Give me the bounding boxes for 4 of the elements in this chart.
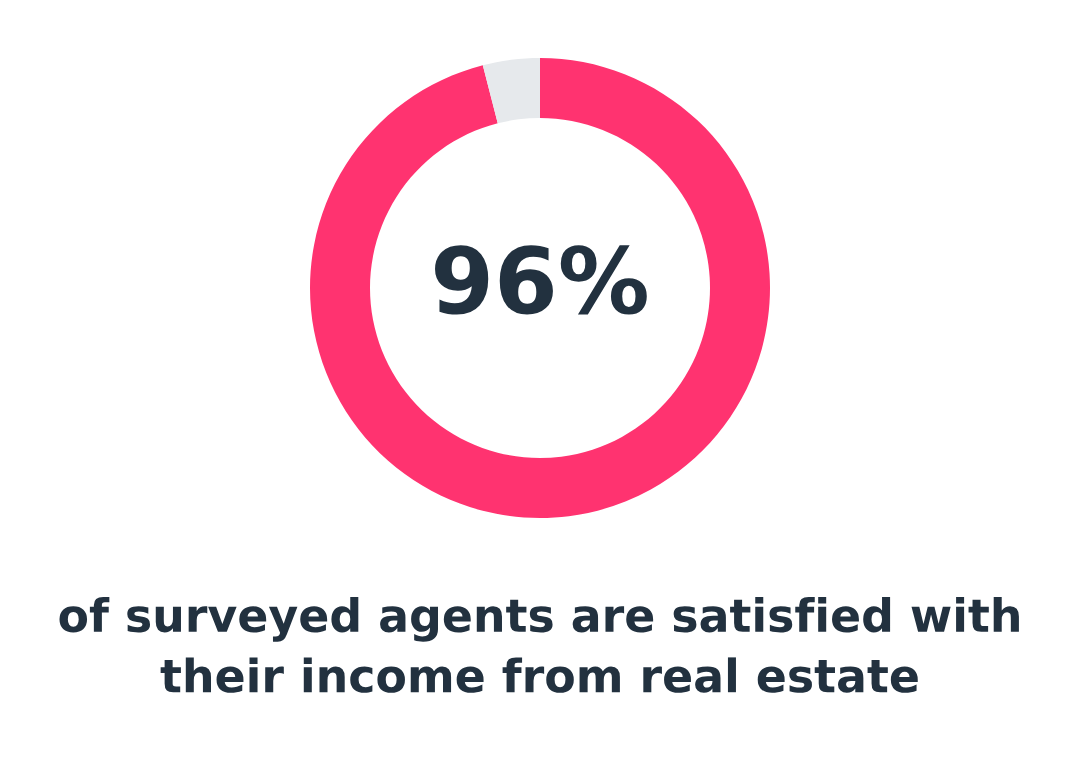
donut-slice [310,58,770,518]
text: of surveyed agents are satisfied with their income from real estate [59,597,1019,693]
donut-slice [482,58,540,124]
data-label: 96% [435,245,647,315]
